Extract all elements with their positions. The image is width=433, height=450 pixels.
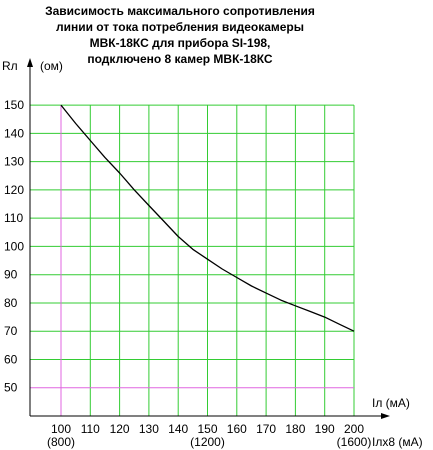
chart-title-line-3: МВК-18КС для прибора SI-198, xyxy=(89,36,271,50)
x-tick-label-150: 150 xyxy=(197,422,217,436)
y-tick-label-90: 90 xyxy=(4,268,18,282)
series-line-0 xyxy=(60,104,355,332)
chart-title: Зависимость максимального сопротивления … xyxy=(20,3,340,67)
series-layer xyxy=(60,104,355,332)
y-tick-label-110: 110 xyxy=(4,211,23,225)
y-tick-label-120: 120 xyxy=(4,183,24,197)
x-tick-label-120: 120 xyxy=(110,422,130,436)
x-tick-label-180: 180 xyxy=(285,422,305,436)
x-tick-label-130: 130 xyxy=(139,422,159,436)
reference-lines xyxy=(30,105,354,416)
y-tick-label-130: 130 xyxy=(4,155,24,169)
x-tick-label-170: 170 xyxy=(256,422,276,436)
x-tick-label-140: 140 xyxy=(168,422,188,436)
chart-title-line-2: линии от тока потребления видеокамеры xyxy=(55,20,305,34)
x-tick-labels: 100 110 120 130 140 150 160 170 180 190 200 (800) (1… xyxy=(47,422,371,449)
y-tick-label-150: 150 xyxy=(4,98,24,112)
y-axis-arrow xyxy=(27,58,33,67)
chart-title-line-4: подключено 8 камер МВК-18КС xyxy=(87,52,273,66)
y-tick-label-60: 60 xyxy=(4,352,18,366)
chart-title-line-1: Зависимость максимального сопротивления xyxy=(45,4,315,18)
y-tick-labels: 50 60 70 80 90 100 110 120 130 140 150 xyxy=(4,98,24,395)
y-tick-label-140: 140 xyxy=(4,126,24,140)
x-tick-label-190: 190 xyxy=(315,422,335,436)
y-tick-label-50: 50 xyxy=(4,381,18,395)
x-axis-label: Iл (мА) xyxy=(372,396,410,410)
x-axis-arrow xyxy=(381,413,390,419)
y-tick-label-70: 70 xyxy=(4,324,18,338)
y-tick-label-80: 80 xyxy=(4,296,18,310)
x-tick-label-secondary-200: (1600) xyxy=(337,435,372,449)
x-tick-label-160: 160 xyxy=(227,422,247,436)
y-axis-unit: (ом) xyxy=(40,59,63,73)
x-tick-label-secondary-150: (1200) xyxy=(190,435,225,449)
x-axis-label-secondary: Iлх8 (мА) xyxy=(372,435,423,449)
x-tick-label-110: 110 xyxy=(81,422,100,436)
x-tick-label-200: 200 xyxy=(344,422,364,436)
y-axis-label: Rл xyxy=(2,59,18,73)
x-tick-label-secondary-100: (800) xyxy=(47,435,75,449)
x-tick-label-100: 100 xyxy=(51,422,71,436)
chart-grid xyxy=(30,104,355,416)
chart-axes: Rл (ом) Iл (мА) Iлх8 (мА) xyxy=(2,58,423,449)
y-tick-label-100: 100 xyxy=(4,239,24,253)
